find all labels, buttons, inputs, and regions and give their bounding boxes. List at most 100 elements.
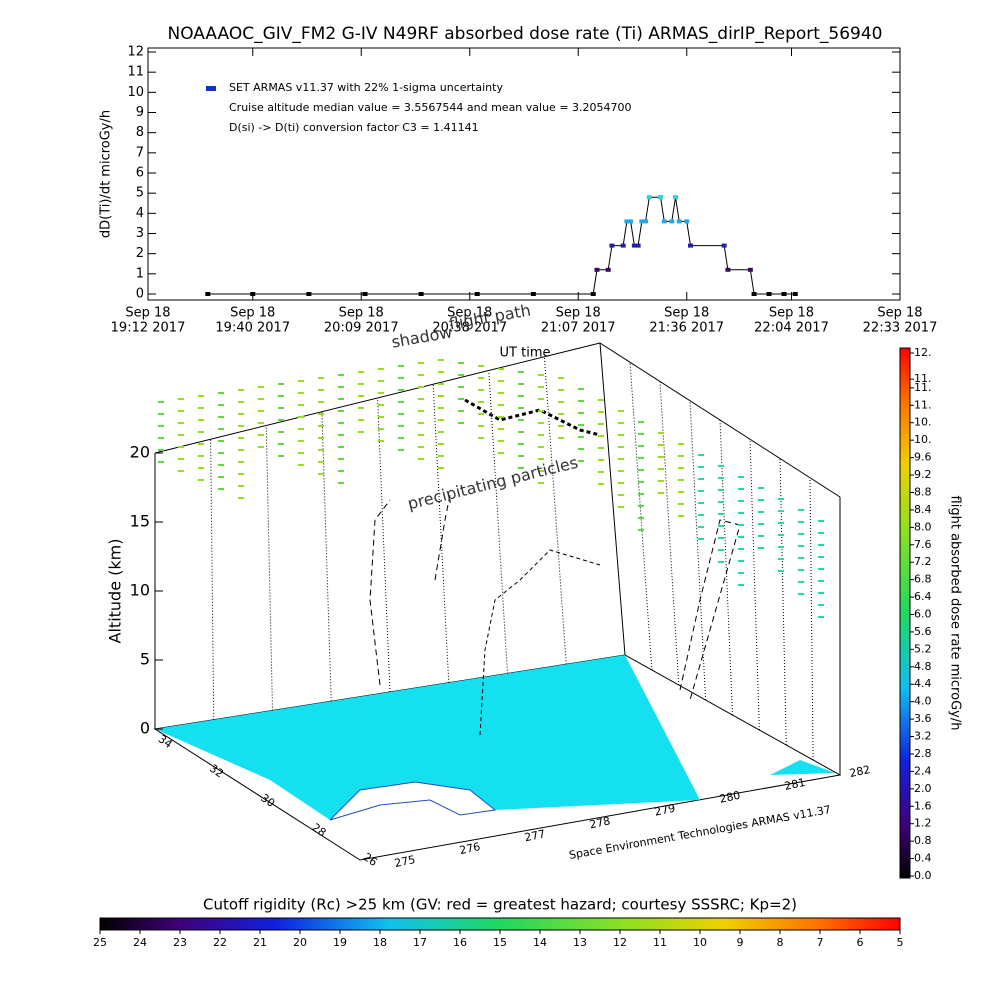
colorbar-tick-label: 19 [333,936,347,949]
3d-scene [153,342,842,861]
grid-line-3d [543,356,567,665]
colorbar-tick-label: 3.2 [914,730,932,743]
grid-line-3d [321,411,332,702]
data-point [474,292,480,296]
grid-line-3d [659,381,680,686]
x-tick-label: 22:33 2017 [863,321,938,336]
y-tick-label: 4 [136,206,144,221]
colorbar-tick-label: 20 [293,936,307,949]
data-point [609,243,615,248]
y-tick-label: 12 [127,45,144,60]
annotation: Cruise altitude median value = 3.5567544… [229,101,632,114]
grid-line-3d [265,425,273,711]
x-tick-label: 19:12 2017 [111,321,186,336]
box-edge [599,342,626,656]
z-tick-label: 5 [140,650,150,669]
colorbar-tick-label: 18 [373,936,387,949]
x-tick-label: 20:38 2017 [432,321,507,336]
data-point [658,195,664,200]
grid-line-3d [432,384,450,683]
data-point [661,219,667,224]
grid-line-3d [689,400,707,701]
colorbar-tick-label: 0.0 [914,869,932,882]
colorbar-tick-label: 15 [493,936,507,949]
grid-line-3d [377,397,391,693]
colorbar-tick-label: 1.2 [914,817,932,830]
lon-tick-label: 280 [718,789,741,806]
colorbar-tick-label: 2.4 [914,764,932,777]
colorbar-tick-label: 13 [573,936,587,949]
colorbar-tick-label: 6 [857,936,864,949]
y-tick-label: 10 [127,85,144,100]
colorbar-tick-label: 6.4 [914,590,932,603]
x-tick-label: Sep 18 [769,306,814,321]
grid-line-3d [488,370,508,674]
data-point [673,195,679,200]
y-tick-label: 7 [136,145,144,160]
lon-tick-label: 277 [523,827,546,844]
z-axis-label: Altitude (km) [106,539,125,644]
grid-line-3d [809,477,814,761]
colorbar-tick-label: 11. [914,381,932,394]
legend-swatch [206,86,216,91]
x-tick-label: 21:07 2017 [541,321,616,336]
colorbar-tick-label: 16 [453,936,467,949]
grid-line-3d [210,439,215,720]
z-tick-label: 20 [130,443,150,462]
y-tick-label: 3 [136,226,144,241]
data-point [669,219,675,224]
x-tick-label: Sep 18 [447,306,492,321]
dose-colorbar [899,347,911,879]
particle-trace [369,494,451,686]
chart-title: NOAAAOC_GIV_FM2 G-IV N49RF absorbed dose… [168,24,883,44]
data-point [781,292,787,296]
data-point [721,243,727,248]
y-tick-label: 0 [136,287,144,302]
colorbar-tick-label: 21 [253,936,267,949]
grid-line-3d [719,419,733,716]
colorbar-tick-label: 17 [413,936,427,949]
x-tick-label: Sep 18 [664,306,709,321]
box-edge [599,342,841,498]
data-point [766,292,772,296]
data-point [205,292,211,296]
flight-track [479,549,601,736]
land-mass [155,655,700,820]
particle-trace [679,519,741,701]
colorbar-tick-label: 1.6 [914,799,932,812]
y-tick-label: 6 [136,166,144,181]
colorbar-tick-label: 4.4 [914,677,932,690]
lon-tick-label: 278 [588,814,611,831]
grid-line-3d [779,458,787,746]
data-point [590,292,596,296]
x-tick-label: Sep 18 [339,306,384,321]
y-tick-label: 2 [136,246,144,261]
rc-colorbar [99,917,901,931]
data-point [605,267,611,272]
colorbar-tick-label: 8.0 [914,520,932,533]
x-tick-label: Sep 18 [877,306,922,321]
colorbar-tick-label: 0.4 [914,852,932,865]
x-tick-label: Sep 18 [556,306,601,321]
y-axis-label: dD(Ti)/dt microGy/h [99,110,114,238]
data-point [628,219,634,224]
data-point [792,292,798,296]
colorbar-tick-label: 10 [693,936,707,949]
colorbar-tick-label: 4.0 [914,695,932,708]
data-point [646,195,652,200]
colorbar-tick-label: 12 [613,936,627,949]
data-point [751,292,757,296]
flight-shadow [464,398,601,437]
colorbar-tick-label: 10. [914,433,932,446]
x-tick-label: 21:36 2017 [649,321,724,336]
colorbar-tick-label: 23 [173,936,187,949]
y-tick-label: 11 [127,65,144,80]
x-tick-label: 20:09 2017 [324,321,399,336]
data-point [362,292,368,296]
colorbar-tick-label: 6.8 [914,573,932,586]
colorbar-tick-label: 9.6 [914,451,932,464]
data-point [635,243,641,248]
annotation: D(si) -> D(ti) conversion factor C3 = 1.… [229,121,479,134]
lon-tick-label: 276 [458,840,481,857]
colorbar-title: flight absorbed dose rate microGy/h [948,496,963,731]
